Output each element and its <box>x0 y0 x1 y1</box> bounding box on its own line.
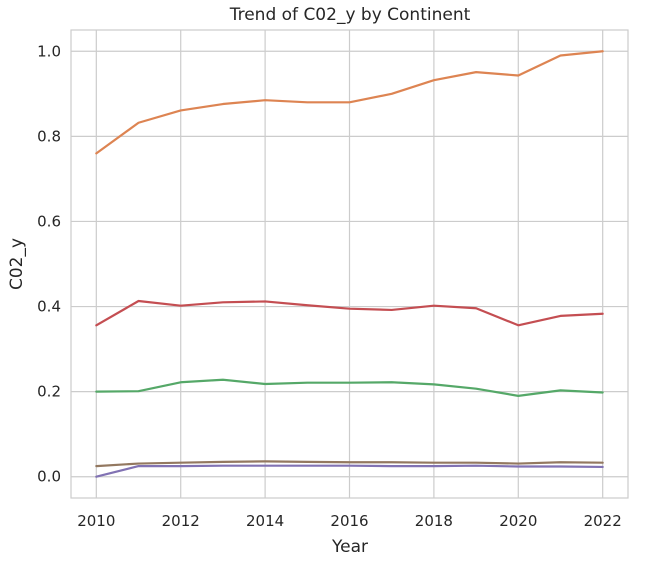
series-line-1 <box>95 50 604 155</box>
y-axis-label: C02_y <box>7 238 27 290</box>
chart-title: Trend of C02_y by Continent <box>229 5 471 25</box>
series-line-3 <box>95 378 604 397</box>
y-tick-label: 0.6 <box>37 212 61 230</box>
x-tick-label: 2022 <box>584 512 622 530</box>
y-tick-label: 0.8 <box>37 127 61 145</box>
x-axis-label: Year <box>331 537 368 557</box>
x-tick-label: 2016 <box>330 512 368 530</box>
y-tick-label: 0.0 <box>37 468 61 486</box>
plot-frame <box>70 29 629 499</box>
y-tick-label: 1.0 <box>37 42 61 60</box>
grid-lines <box>71 30 628 498</box>
x-tick-label: 2018 <box>415 512 453 530</box>
series-line-5 <box>95 464 604 478</box>
x-tick-label: 2012 <box>162 512 200 530</box>
y-tick-label: 0.2 <box>37 383 61 401</box>
y-tick-labels: 0.0 0.2 0.4 0.6 0.8 1.0 <box>37 42 61 485</box>
x-tick-labels: 2010 2012 2014 2016 2018 2020 2022 <box>77 512 622 530</box>
x-tick-label: 2010 <box>77 512 115 530</box>
x-tick-label: 2014 <box>246 512 284 530</box>
y-tick-label: 0.4 <box>37 298 61 316</box>
series-line-4 <box>95 460 604 468</box>
x-tick-label: 2020 <box>499 512 537 530</box>
series-lines <box>95 50 604 478</box>
series-line-2 <box>95 299 604 327</box>
